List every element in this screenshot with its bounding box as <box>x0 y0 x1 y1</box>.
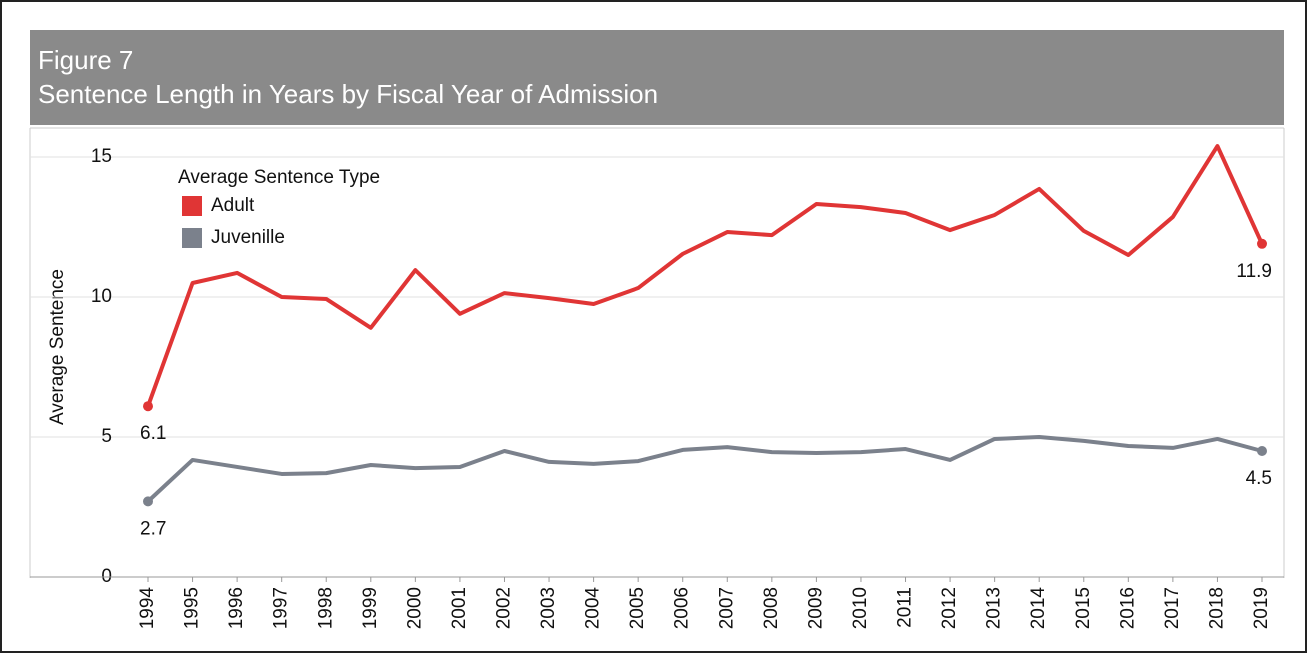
x-tick-label: 1994 <box>137 587 158 630</box>
series-line <box>146 144 1264 407</box>
x-tick-label: 1995 <box>182 587 203 629</box>
data-label: 4.5 <box>1246 468 1272 489</box>
end-point <box>143 496 153 507</box>
legend-title: Average Sentence Type <box>178 167 380 188</box>
data-label: 6.1 <box>140 423 166 444</box>
end-point <box>1257 238 1267 249</box>
legend-swatch <box>182 196 202 216</box>
x-tick-label: 2002 <box>493 587 514 629</box>
chart-title: Figure 7 <box>38 45 133 75</box>
x-tick-label: 2013 <box>984 587 1005 629</box>
x-tick-label: 2009 <box>805 587 826 629</box>
y-tick-label: 5 <box>101 426 112 447</box>
legend-swatch <box>182 228 202 248</box>
x-tick-label: 2018 <box>1206 587 1227 629</box>
legend-label: Juvenille <box>211 227 285 248</box>
data-label: 11.9 <box>1236 261 1272 282</box>
series-line <box>146 435 1263 503</box>
x-tick-label: 2017 <box>1162 587 1183 629</box>
x-tick-label: 2016 <box>1117 587 1138 629</box>
x-tick-label: 1996 <box>226 587 247 629</box>
x-tick-label: 2014 <box>1028 587 1049 630</box>
x-tick-label: 2006 <box>672 587 693 629</box>
x-tick-label: 2000 <box>404 587 425 629</box>
x-tick-label: 2019 <box>1251 587 1272 629</box>
x-tick-label: 2003 <box>538 587 559 629</box>
x-tick-label: 1999 <box>360 587 381 629</box>
x-tick-label: 2011 <box>895 587 916 628</box>
x-tick-label: 2005 <box>627 587 648 629</box>
legend-label: Adult <box>211 195 255 216</box>
x-tick-label: 1998 <box>315 587 336 629</box>
x-tick-label: 2004 <box>583 587 604 630</box>
data-label: 2.7 <box>140 518 166 539</box>
y-axis-label: Average Sentence <box>47 269 68 425</box>
end-point <box>143 401 153 412</box>
y-tick-label: 10 <box>91 286 112 307</box>
x-tick-label: 1997 <box>271 587 292 629</box>
x-tick-label: 2008 <box>761 587 782 629</box>
x-tick-label: 2007 <box>716 587 737 629</box>
x-tick-label: 2001 <box>449 587 470 629</box>
x-tick-label: 2015 <box>1073 587 1094 629</box>
y-tick-label: 15 <box>91 146 112 167</box>
x-tick-label: 2012 <box>939 587 960 629</box>
title-banner <box>30 30 1284 125</box>
end-point <box>1257 446 1267 456</box>
x-tick-label: 2010 <box>850 587 871 629</box>
chart-subtitle: Sentence Length in Years by Fiscal Year … <box>38 79 658 109</box>
